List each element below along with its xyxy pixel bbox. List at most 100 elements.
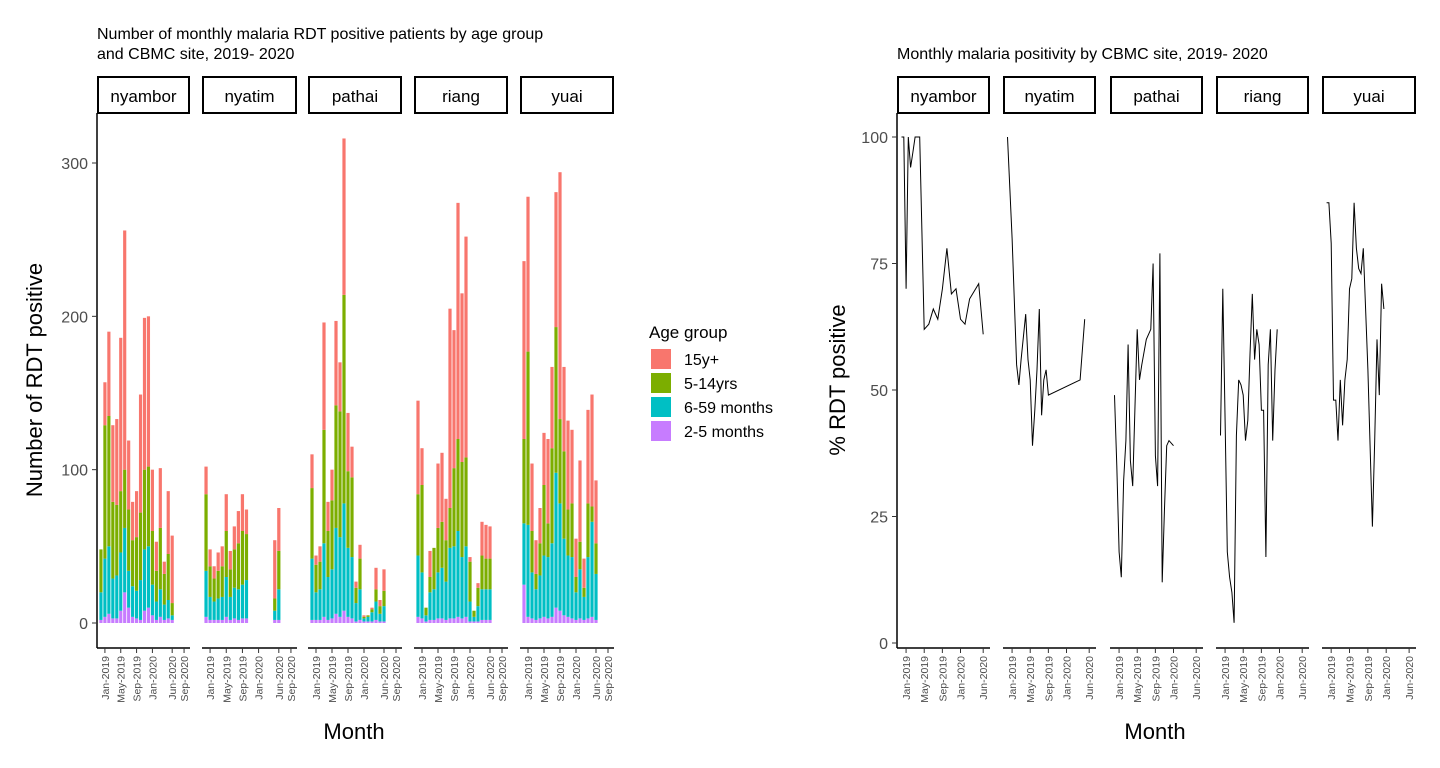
bar-nyambor-m4-s4: [111, 425, 115, 502]
bar-pathai-m13-s2: [358, 589, 362, 620]
bar-yuai-m9-s3: [554, 327, 558, 473]
right-x-tick-label-3-5: Jun-2020: [1191, 656, 1203, 700]
left-strip-4: [414, 76, 508, 114]
bar-riang-m10-s2: [452, 546, 456, 619]
right-y-tick-label-1: 0: [879, 636, 888, 653]
right-x-tick-label-2-1: Jan-2019: [1007, 656, 1019, 700]
bar-pathai-m1-s2: [310, 558, 314, 620]
right-x-tick-label-5-4: Jan-2020: [1381, 656, 1393, 700]
bar-riang-m16-s2: [476, 606, 480, 622]
bar-nyambor-m8-s3: [127, 509, 131, 571]
bar-nyambor-m2-s2: [103, 558, 107, 617]
bar-riang-m9-s4: [448, 308, 452, 508]
left-x-tick-label-2-1: Jan-2019: [205, 656, 217, 700]
bar-yuai-m8-s4: [550, 366, 554, 449]
bar-pathai-m5-s3: [326, 531, 330, 577]
left-x-tick-label-3-1: Jan-2019: [311, 656, 323, 700]
bar-pathai-m4-s2: [322, 543, 326, 617]
bar-yuai-m14-s4: [574, 538, 578, 577]
bar-riang-m11-s1: [456, 616, 460, 623]
bar-nyatim-m7-s1: [228, 619, 232, 623]
bar-yuai-m1-s3: [522, 439, 526, 524]
bar-pathai-m5-s4: [326, 501, 330, 531]
left-x-tick-label-3-4: Jan-2020: [359, 656, 371, 700]
right-x-tick-label-3-4: Jan-2020: [1169, 656, 1181, 700]
bar-nyatim-m8-s4: [232, 526, 236, 550]
left-chart-title-line1: Number of monthly malaria RDT positive p…: [97, 26, 543, 43]
bar-nyambor-m1-s3: [99, 549, 103, 593]
right-x-tick-label-2-3: Sep-2019: [1043, 656, 1055, 702]
left-x-tick-label-1-1: Jan-2019: [100, 656, 112, 700]
bar-yuai-m19-s4: [594, 480, 598, 544]
bar-riang-m3-s3: [424, 607, 428, 616]
left-y-axis-label: Number of RDT positive: [22, 263, 47, 497]
bar-yuai-m19-s1: [594, 619, 598, 623]
right-x-tick-label-5-1: Jan-2019: [1326, 656, 1338, 700]
bar-pathai-m7-s1: [334, 613, 338, 623]
bar-pathai-m12-s2: [354, 603, 358, 622]
bar-nyatim-m2-s1: [208, 619, 212, 623]
bar-riang-m12-s4: [460, 293, 464, 462]
bar-nyambor-m10-s3: [134, 537, 139, 591]
bar-nyatim-m6-s4: [224, 494, 228, 531]
bar-riang-m14-s2: [468, 601, 472, 622]
bar-yuai-m4-s2: [534, 589, 538, 620]
legend: Age group 15y+ 5-14yrs 6-59 months 2-5 mont…: [649, 323, 773, 441]
bar-riang-m4-s2: [428, 592, 432, 620]
bar-riang-m15-s1: [472, 621, 476, 623]
bar-riang-m18-s3: [484, 558, 488, 590]
bar-pathai-m11-s2: [350, 557, 354, 619]
bar-yuai-m8-s1: [550, 616, 554, 623]
bar-nyambor-m14-s2: [150, 584, 154, 616]
bar-yuai-m9-s2: [554, 472, 558, 608]
bar-riang-m2-s2: [420, 572, 424, 619]
bar-yuai-m7-s2: [546, 557, 550, 619]
bar-nyambor-m19-s2: [170, 615, 174, 620]
bar-nyambor-m5-s3: [115, 504, 119, 576]
bar-nyatim-m5-s4: [220, 546, 224, 567]
bar-pathai-m18-s2: [378, 613, 382, 622]
bar-nyatim-m10-s2: [240, 584, 245, 619]
bar-pathai-m8-s2: [338, 537, 342, 617]
bar-yuai-m17-s3: [586, 503, 590, 558]
bar-yuai-m18-s2: [590, 521, 594, 617]
legend-key-4: [651, 421, 671, 441]
bar-riang-m14-s1: [468, 621, 472, 623]
left-x-tick-label-3-5: Jun-2020: [379, 656, 391, 700]
bar-riang-m16-s3: [476, 587, 480, 607]
right-x-tick-label-1-4: Jan-2020: [956, 656, 968, 700]
bar-pathai-m9-s4: [342, 138, 346, 295]
bar-pathai-m14-s3: [362, 616, 366, 619]
bar-riang-m13-s4: [464, 236, 468, 458]
bar-nyambor-m15-s3: [154, 570, 158, 602]
bar-pathai-m19-s1: [382, 621, 386, 623]
left-x-tick-label-3-3: Sep-2019: [343, 656, 355, 702]
bar-nyatim-m9-s3: [236, 543, 240, 590]
bar-pathai-m3-s2: [318, 589, 322, 620]
left-strip-3: [308, 76, 402, 114]
bar-nyambor-m13-s4: [146, 316, 151, 467]
bar-nyatim-m15-s1: [277, 619, 281, 623]
bar-nyambor-m8-s4: [127, 440, 131, 510]
bar-pathai-m18-s1: [378, 621, 382, 623]
bar-nyatim-m9-s1: [236, 619, 240, 623]
bar-riang-m17-s4: [480, 521, 484, 556]
bar-nyatim-m6-s1: [224, 616, 228, 623]
bar-yuai-m6-s2: [542, 555, 546, 617]
bar-riang-m12-s1: [460, 618, 464, 623]
left-strip-label-1: nyambor: [110, 87, 176, 106]
bar-pathai-m11-s3: [350, 477, 354, 558]
bar-nyambor-m16-s2: [158, 589, 162, 617]
bar-yuai-m11-s4: [562, 366, 566, 452]
left-strip-label-4: riang: [442, 87, 480, 106]
right-x-tick-label-4-2: May-2019: [1238, 656, 1250, 703]
bar-nyatim-m3-s1: [212, 619, 216, 623]
left-x-tick-label-3-2: May-2019: [327, 656, 339, 703]
bar-nyatim-m8-s3: [232, 549, 236, 588]
bar-riang-m17-s2: [480, 589, 484, 620]
bar-nyatim-m15-s3: [277, 550, 281, 590]
bar-nyatim-m7-s4: [228, 550, 232, 570]
bar-nyatim-m6-s2: [224, 577, 228, 617]
bar-riang-m13-s3: [464, 457, 468, 547]
